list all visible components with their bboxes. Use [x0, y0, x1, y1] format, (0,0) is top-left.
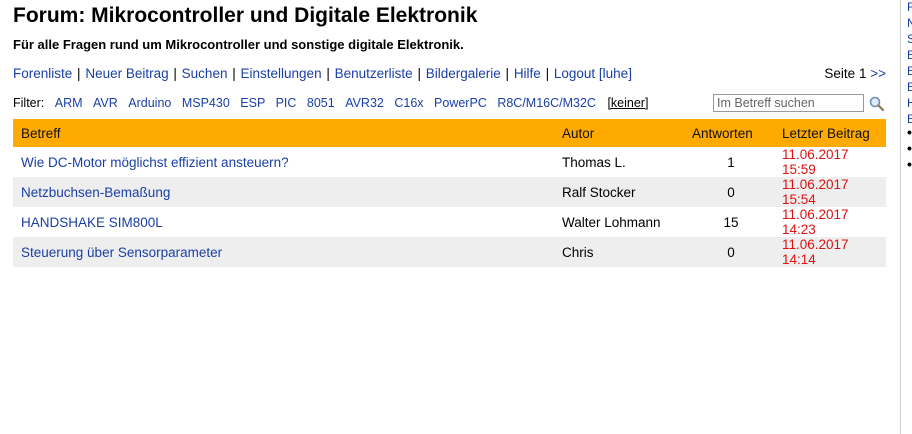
table-row: Steuerung über Sensorparameter Chris 0 1…: [13, 237, 886, 267]
sidebar-link-fragment[interactable]: E: [907, 112, 912, 126]
thread-author: Walter Lohmann: [556, 207, 686, 237]
sidebar-link-fragment[interactable]: F: [907, 0, 912, 14]
next-page-link[interactable]: >>: [870, 66, 886, 81]
thread-author: Thomas L.: [556, 147, 686, 177]
nav-neuer-beitrag[interactable]: Neuer Beitrag: [85, 66, 169, 81]
nav-suchen[interactable]: Suchen: [181, 66, 228, 81]
table-row: HANDSHAKE SIM800L Walter Lohmann 15 11.0…: [13, 207, 886, 237]
thread-last-post: 11.06.2017 15:54: [776, 177, 886, 207]
thread-last-post: 11.06.2017 14:23: [776, 207, 886, 237]
thread-last-post: 11.06.2017 15:59: [776, 147, 886, 177]
sidebar-link-fragment[interactable]: E: [907, 64, 912, 78]
filter-8051[interactable]: 8051: [306, 96, 335, 110]
thread-answer-count: 15: [686, 207, 776, 237]
nav-einstellungen[interactable]: Einstellungen: [240, 66, 322, 81]
sidebar-link-fragment[interactable]: H: [907, 96, 912, 110]
thread-table: Betreff Autor Antworten Letzter Beitrag …: [13, 119, 886, 267]
nav-hilfe[interactable]: Hilfe: [513, 66, 541, 81]
thread-author: Ralf Stocker: [556, 177, 686, 207]
col-subject[interactable]: Betreff: [13, 119, 556, 147]
table-header-row: Betreff Autor Antworten Letzter Beitrag: [13, 119, 886, 147]
col-answers[interactable]: Antworten: [686, 119, 776, 147]
table-row: Wie DC-Motor möglichst effizient ansteue…: [13, 147, 886, 177]
filter-label: Filter:: [13, 96, 45, 110]
sidebar-bullet: •: [907, 124, 912, 140]
forum-nav: Forenliste | Neuer Beitrag | Suchen | Ei…: [13, 66, 632, 81]
thread-subject-link[interactable]: Netzbuchsen-Bemaßung: [21, 184, 171, 200]
page-subtitle: Für alle Fragen rund um Mikrocontroller …: [13, 37, 464, 52]
nav-logout[interactable]: Logout [luhe]: [553, 66, 632, 81]
filter-none[interactable]: [keiner]: [607, 96, 649, 110]
thread-answer-count: 1: [686, 147, 776, 177]
thread-subject-link[interactable]: Steuerung über Sensorparameter: [21, 244, 223, 260]
table-row: Netzbuchsen-Bemaßung Ralf Stocker 0 11.0…: [13, 177, 886, 207]
sidebar-link-fragment[interactable]: E: [907, 48, 912, 62]
nav-separator: |: [505, 66, 510, 81]
filter-arm[interactable]: ARM: [54, 96, 83, 110]
thread-answer-count: 0: [686, 237, 776, 267]
nav-benutzerliste[interactable]: Benutzerliste: [334, 66, 413, 81]
magnifier-icon[interactable]: [868, 95, 886, 113]
nav-separator: |: [417, 66, 421, 81]
filter-bar: Filter: ARM AVR Arduino MSP430 ESP PIC 8…: [13, 96, 648, 110]
right-sidebar-clipped: F N S E E E H E • • •: [900, 0, 912, 434]
thread-last-post: 11.06.2017 14:14: [776, 237, 886, 267]
nav-separator: |: [77, 66, 81, 81]
filter-pic[interactable]: PIC: [275, 96, 297, 110]
col-last-post[interactable]: Letzter Beitrag: [776, 119, 886, 147]
nav-separator: |: [232, 66, 236, 81]
filter-arduino[interactable]: Arduino: [128, 96, 172, 110]
filter-avr32[interactable]: AVR32: [345, 96, 384, 110]
sidebar-bullet: •: [907, 156, 912, 172]
nav-bildergalerie[interactable]: Bildergalerie: [425, 66, 501, 81]
filter-powerpc[interactable]: PowerPC: [434, 96, 487, 110]
filter-esp[interactable]: ESP: [240, 96, 266, 110]
thread-subject-link[interactable]: HANDSHAKE SIM800L: [21, 214, 163, 230]
sidebar-link-fragment[interactable]: N: [907, 16, 912, 30]
subject-search-input[interactable]: [713, 94, 864, 112]
thread-author: Chris: [556, 237, 686, 267]
page-indicator: Seite 1: [824, 66, 867, 81]
page-title: Forum: Mikrocontroller und Digitale Elek…: [13, 4, 478, 27]
col-author[interactable]: Autor: [556, 119, 686, 147]
thread-subject-link[interactable]: Wie DC-Motor möglichst effizient ansteue…: [21, 154, 289, 170]
nav-forenliste[interactable]: Forenliste: [13, 66, 73, 81]
nav-separator: |: [326, 66, 330, 81]
thread-answer-count: 0: [686, 177, 776, 207]
nav-separator: |: [545, 66, 550, 81]
sidebar-bullet: •: [907, 140, 912, 156]
filter-msp430[interactable]: MSP430: [181, 96, 230, 110]
sidebar-link-fragment[interactable]: E: [907, 80, 912, 94]
pager: Seite 1 >>: [824, 66, 886, 81]
nav-separator: |: [173, 66, 177, 81]
filter-c16x[interactable]: C16x: [394, 96, 424, 110]
filter-r8c[interactable]: R8C/M16C/M32C: [497, 96, 596, 110]
sidebar-link-fragment[interactable]: S: [907, 32, 912, 46]
filter-avr[interactable]: AVR: [93, 96, 118, 110]
